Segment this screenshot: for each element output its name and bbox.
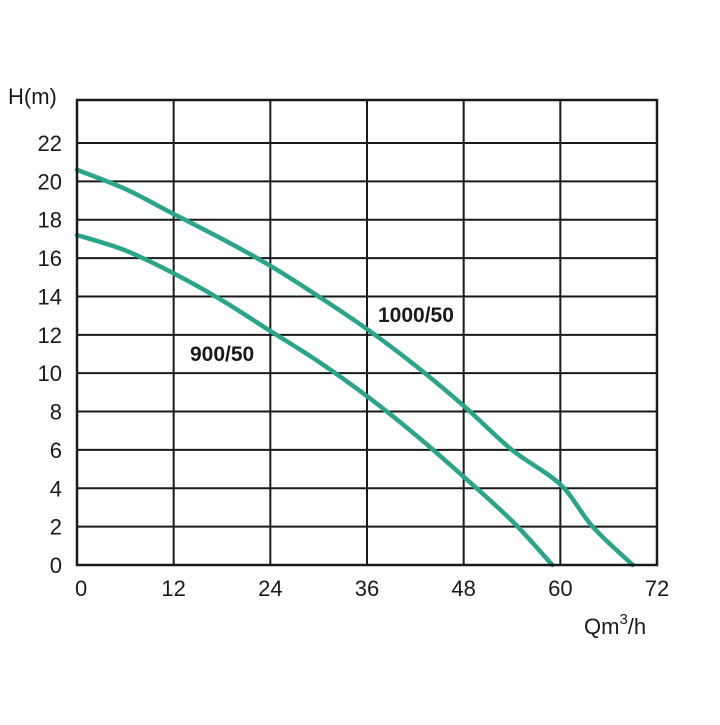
series-label-2: 900/50 — [190, 343, 254, 366]
x-axis-title-sup: 3 — [619, 611, 627, 628]
x-tick-label: 12 — [161, 576, 185, 601]
y-tick-label: 0 — [50, 553, 62, 578]
y-tick-label: 16 — [38, 246, 62, 271]
plot-frame — [75, 98, 659, 567]
x-tick-label: 36 — [355, 576, 379, 601]
series-label-1: 1000/50 — [378, 304, 454, 327]
x-axis-title-main: Qm — [584, 614, 619, 639]
y-tick-label: 18 — [38, 208, 62, 233]
y-tick-label: 8 — [50, 400, 62, 425]
x-tick-label: 60 — [548, 576, 572, 601]
y-tick-label: 10 — [38, 361, 62, 386]
x-tick-label: 24 — [258, 576, 282, 601]
series-line-2 — [74, 232, 555, 568]
y-tick-label: 14 — [38, 284, 62, 309]
series-line-1 — [74, 167, 636, 568]
x-tick-label: 48 — [451, 576, 475, 601]
y-tick-label: 2 — [50, 515, 62, 540]
y-tick-label: 4 — [50, 476, 62, 501]
x-tick-label: 0 — [75, 576, 87, 601]
x-axis-title: Qm3/h — [584, 611, 646, 639]
y-tick-label: 22 — [38, 131, 62, 156]
x-tick-label: 72 — [645, 576, 669, 601]
curve-layer — [74, 167, 636, 568]
x-axis-title-tail: /h — [628, 614, 646, 639]
y-tick-label: 6 — [50, 438, 62, 463]
y-tick-label: 12 — [38, 323, 62, 348]
y-tick-label: 20 — [38, 169, 62, 194]
y-axis-title: H(m) — [8, 84, 57, 109]
